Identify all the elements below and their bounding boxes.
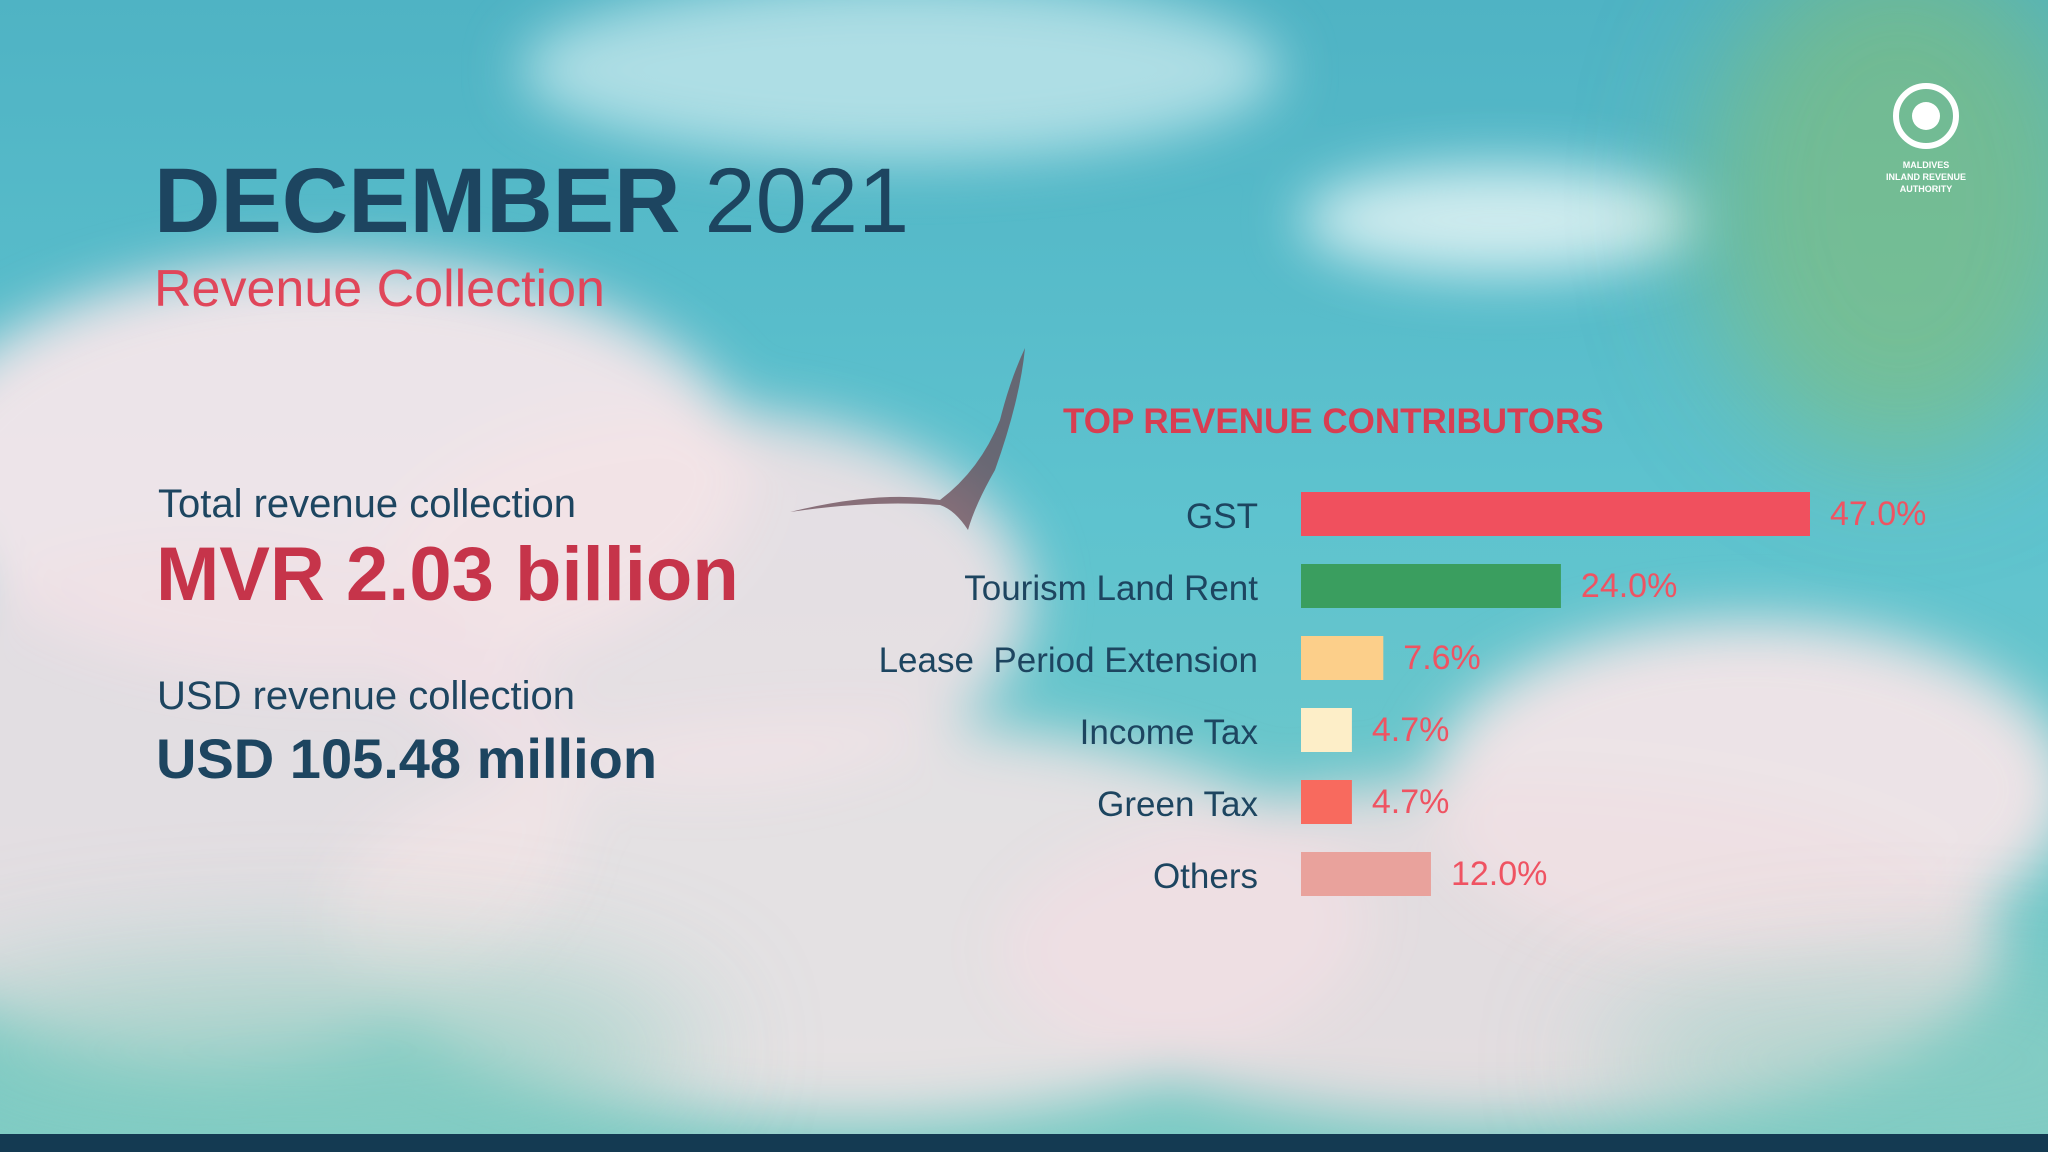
value-label: 12.0% xyxy=(1451,855,1547,893)
value-label: 24.0% xyxy=(1581,567,1677,605)
bar xyxy=(1301,492,1810,536)
value-label: 4.7% xyxy=(1372,711,1450,749)
stat-value: MVR 2.03 billion xyxy=(156,532,739,617)
bar xyxy=(1301,564,1561,608)
logo-text: INLAND REVENUE xyxy=(1886,172,1966,182)
value-label: 47.0% xyxy=(1830,495,1926,533)
value-label: 4.7% xyxy=(1372,783,1450,821)
logo xyxy=(1893,83,1959,149)
value-label: 7.6% xyxy=(1403,639,1481,677)
bird xyxy=(790,348,1025,530)
title-month: DECEMBER xyxy=(154,150,680,252)
logo-text: MALDIVES xyxy=(1903,160,1950,170)
category-label: GST xyxy=(1186,497,1258,536)
logo-text: AUTHORITY xyxy=(1900,184,1953,194)
bar xyxy=(1301,636,1384,680)
category-label: Income Tax xyxy=(1080,713,1259,752)
category-label: Tourism Land Rent xyxy=(964,569,1258,608)
stat-label: USD revenue collection xyxy=(157,674,575,718)
title-year: 2021 xyxy=(704,150,909,252)
stat-label: Total revenue collection xyxy=(158,482,576,526)
subtitle: Revenue Collection xyxy=(154,260,605,318)
footer-bar xyxy=(0,1134,2048,1152)
stat-value: USD 105.48 million xyxy=(156,727,657,790)
bar xyxy=(1301,852,1431,896)
category-label: Others xyxy=(1153,857,1258,896)
category-label: Lease Period Extension xyxy=(879,641,1258,680)
category-label: Green Tax xyxy=(1097,785,1258,824)
chart-title: TOP REVENUE CONTRIBUTORS xyxy=(1063,402,1604,441)
bar xyxy=(1301,708,1352,752)
bar xyxy=(1301,780,1352,824)
